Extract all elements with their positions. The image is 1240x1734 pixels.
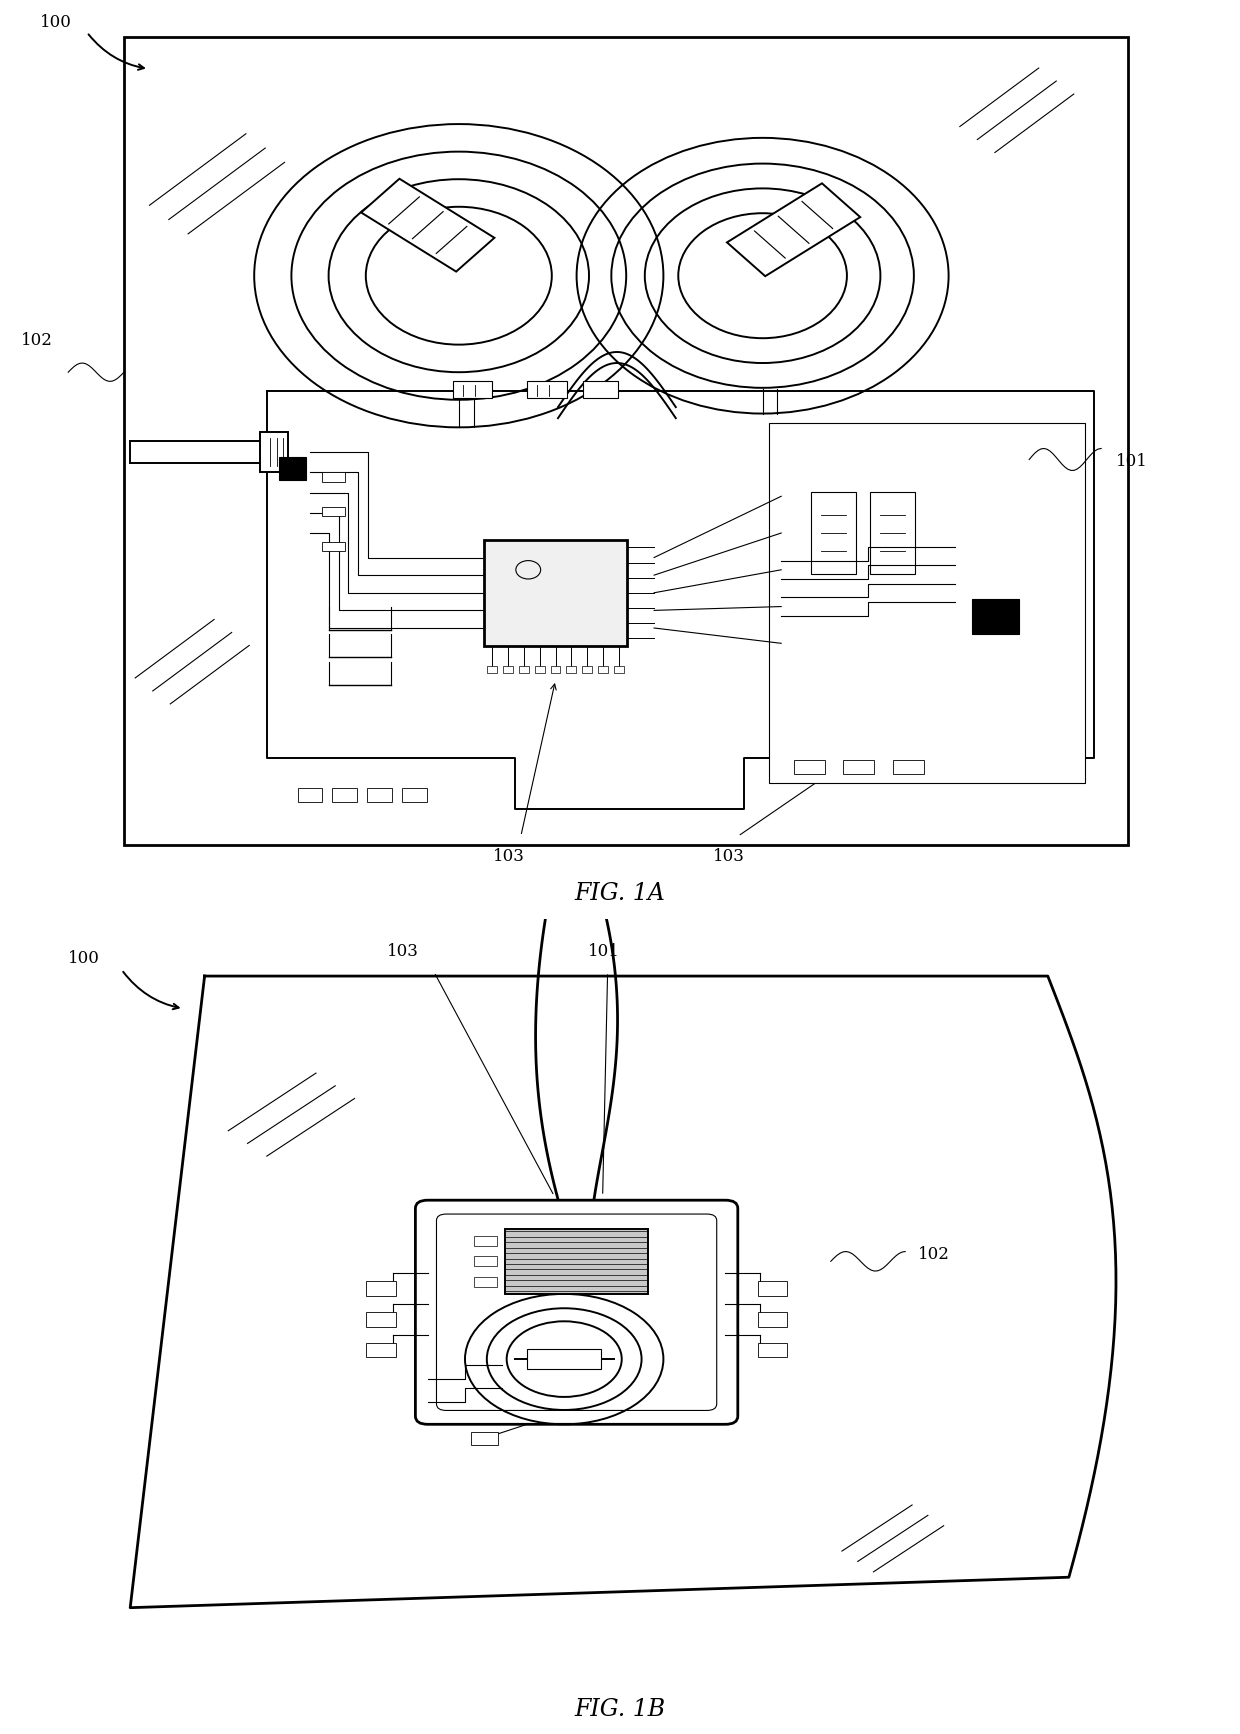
Bar [769,423,1085,784]
Bar [811,492,856,574]
Text: 102: 102 [918,1247,950,1264]
Text: 103: 103 [713,848,745,865]
FancyBboxPatch shape [415,1200,738,1424]
Bar [332,787,357,803]
Text: FIG. 1A: FIG. 1A [574,883,666,905]
Bar [583,666,593,673]
Bar [367,787,392,803]
Text: 102: 102 [21,333,53,349]
Polygon shape [727,184,861,276]
Bar [124,36,1128,846]
Bar [972,600,1019,635]
Bar [551,666,560,673]
Bar [366,1313,396,1327]
Bar [893,759,924,773]
Bar [518,666,528,673]
Bar [474,1276,496,1287]
FancyBboxPatch shape [436,1214,717,1410]
Bar [567,666,577,673]
Bar [758,1281,787,1295]
Text: 103: 103 [387,943,419,961]
Bar [583,381,618,397]
Bar [843,759,874,773]
Bar [322,543,345,551]
Bar [527,1349,601,1368]
Bar [260,432,288,472]
Bar [402,787,427,803]
Bar [870,492,915,574]
Bar [366,1281,396,1295]
Text: 100: 100 [40,14,72,31]
Bar [474,1236,496,1245]
Bar [322,472,345,482]
Bar [471,1432,498,1444]
Bar [474,1257,496,1266]
Bar [487,666,497,673]
Bar [598,666,608,673]
Bar [279,456,306,480]
Bar [453,381,492,397]
Bar [527,381,567,397]
Text: 101: 101 [1116,453,1148,470]
Polygon shape [267,390,1094,808]
Text: 100: 100 [68,950,100,966]
Bar [366,1342,396,1358]
Bar [758,1342,787,1358]
Polygon shape [361,179,495,272]
Polygon shape [130,976,1116,1607]
Bar [506,1229,649,1294]
Bar [614,666,624,673]
Bar [534,666,544,673]
Bar [298,787,322,803]
Bar [758,1313,787,1327]
Text: FIG. 1B: FIG. 1B [574,1698,666,1722]
Bar [794,759,825,773]
Bar [322,508,345,517]
Bar [503,666,513,673]
Text: 101: 101 [588,943,620,961]
Bar [484,539,627,645]
Text: 103: 103 [492,848,525,865]
